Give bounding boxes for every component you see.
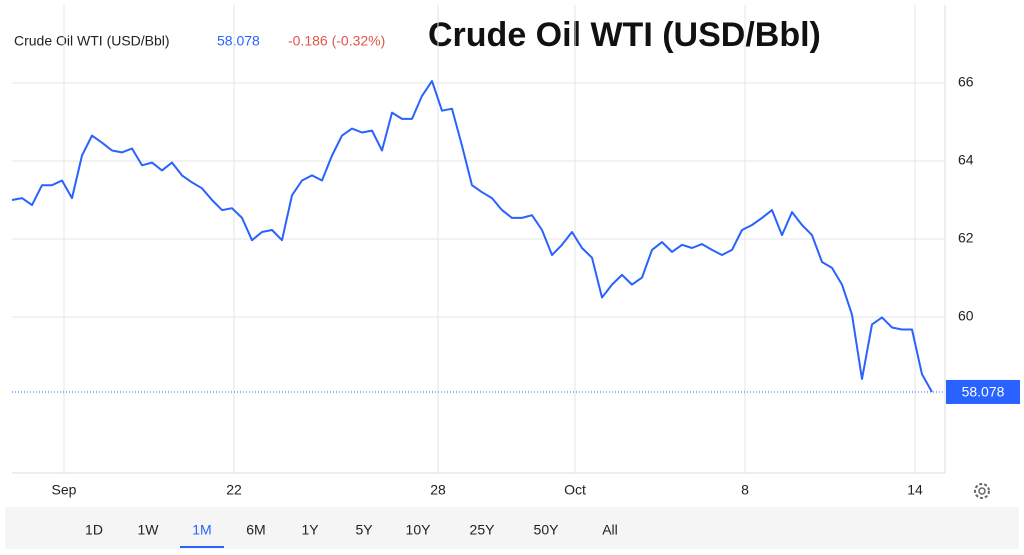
range-button[interactable]: 25Y — [470, 522, 496, 538]
range-button[interactable]: 1W — [138, 522, 160, 538]
last-price: 58.078 — [217, 33, 260, 49]
x-tick-label: 14 — [907, 482, 923, 498]
settings-icon[interactable] — [974, 483, 990, 499]
range-button[interactable]: 5Y — [355, 522, 373, 538]
range-button[interactable]: 6M — [246, 522, 265, 538]
range-button[interactable]: 50Y — [534, 522, 560, 538]
range-button[interactable]: 1D — [85, 522, 103, 538]
x-tick-label: Sep — [52, 482, 77, 498]
gear-hub[interactable] — [978, 487, 986, 495]
range-bar — [5, 507, 1019, 549]
series-name: Crude Oil WTI (USD/Bbl) — [14, 33, 170, 49]
range-button[interactable]: 10Y — [406, 522, 432, 538]
y-tick-label: 66 — [958, 74, 974, 90]
range-button[interactable]: 1M — [192, 522, 211, 538]
x-tick-label: 28 — [430, 482, 446, 498]
chart-title: Crude Oil WTI (USD/Bbl) — [428, 16, 821, 54]
price-line — [11, 80, 933, 393]
range-button[interactable]: 1Y — [301, 522, 319, 538]
x-tick-label: Oct — [564, 482, 586, 498]
gear[interactable] — [974, 483, 990, 499]
y-tick-label: 62 — [958, 230, 974, 246]
last-price-box — [946, 379, 1020, 404]
y-tick-label: 60 — [958, 308, 974, 324]
last-price-label: 58.078 — [962, 384, 1005, 400]
x-tick-label: 22 — [226, 482, 242, 498]
y-tick-label: 64 — [958, 152, 974, 168]
x-tick-label: 8 — [741, 482, 749, 498]
price-change: -0.186 (-0.32%) — [288, 33, 385, 49]
range-button[interactable]: All — [602, 522, 618, 538]
